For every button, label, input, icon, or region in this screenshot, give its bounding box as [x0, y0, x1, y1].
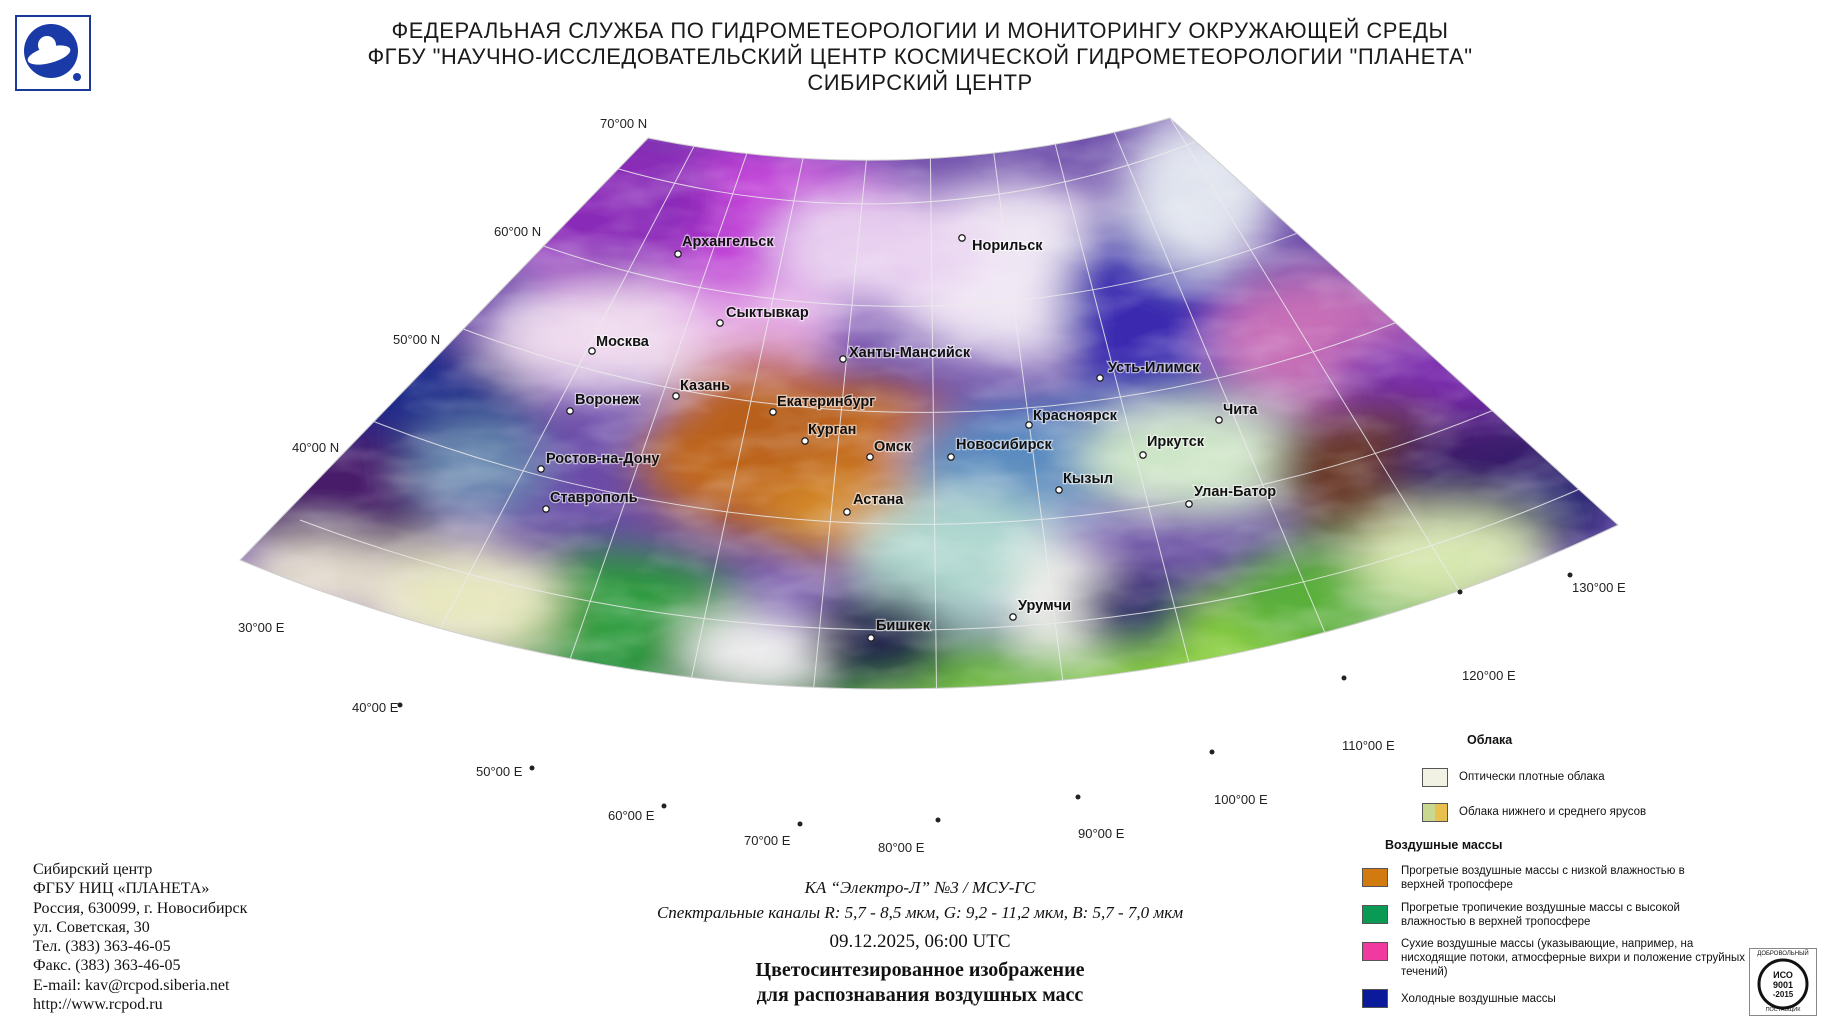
legend-label-cold: Холодные воздушные массы: [1401, 993, 1556, 1005]
city-kurgan: Курган: [808, 422, 856, 438]
legend-swatch-tropical-humid: [1362, 905, 1388, 924]
city-krasnoyarsk: Красноярск: [1033, 408, 1118, 424]
city-omsk: Омск: [874, 439, 912, 455]
lon-label-70: 70°00 E: [744, 833, 791, 848]
city-ust-ilimsk: Усть-Илимск: [1108, 360, 1200, 376]
certificate-line-1: ДОБРОВОЛЬНЫЙ: [1757, 951, 1809, 957]
city-irkutsk: Иркутск: [1147, 434, 1205, 450]
legend-swatch-dense-clouds: [1422, 768, 1448, 787]
satellite-name: КА “Электро-Л” №3 / МСУ-ГС: [804, 878, 1036, 897]
legend-label-tropical-humid: Прогретые тропичекие воздушные массы с в…: [1401, 902, 1680, 928]
contact-address1: Россия, 630099, г. Новосибирск: [33, 899, 248, 917]
contact-org2: ФГБУ НИЦ «ПЛАНЕТА»: [33, 880, 210, 898]
city-astana: Астана: [853, 492, 904, 508]
contact-email[interactable]: E-mail: kav@rcpod.siberia.net: [33, 976, 230, 994]
lat-label-40: 40°00 N: [292, 440, 339, 455]
legend-label-warm-dry: Прогретые воздушные массы с низкой влажн…: [1401, 865, 1685, 891]
city-syktyvkar: Сыктывкар: [726, 305, 809, 321]
legend-label-dry: Сухие воздушные массы (указывающие, напр…: [1401, 938, 1746, 978]
city-arkhangelsk: Архангельск: [682, 234, 774, 250]
city-kyzyl: Кызыл: [1063, 471, 1113, 487]
certificate-line-5: ПОСТАВЩИК: [1765, 1007, 1801, 1013]
city-bishkek: Бишкек: [876, 618, 931, 634]
city-rostov-na-donu: Ростов-на-Дону: [546, 451, 659, 467]
contact-address2: ул. Советская, 30: [33, 918, 150, 936]
lat-label-60: 60°00 N: [494, 224, 541, 239]
lon-label-130: 130°00 E: [1572, 580, 1626, 595]
image-title-1: Цветосинтезированное изображение: [755, 959, 1085, 981]
lon-tick-dots: [397, 572, 1573, 827]
lon-label-120: 120°00 E: [1462, 668, 1516, 683]
legend-swatch-dry: [1362, 942, 1388, 961]
city-voronezh: Воронеж: [575, 392, 640, 408]
satellite-datetime: 09.12.2025, 06:00 UTC: [829, 931, 1011, 952]
iso-certificate-stamp: ДОБРОВОЛЬНЫЙ ИСО 9001 -2015 ПОСТАВЩИК: [1749, 948, 1817, 1016]
certificate-line-3: 9001: [1772, 980, 1794, 990]
lat-label-50: 50°00 N: [393, 332, 440, 347]
lon-label-80: 80°00 E: [878, 840, 925, 855]
city-novosibirsk: Новосибирск: [956, 437, 1052, 453]
lon-label-40: 40°00 E: [352, 700, 399, 715]
city-kazan: Казань: [680, 378, 730, 394]
lat-label-70: 70°00 N: [600, 116, 647, 131]
legend-clouds-title: Облака: [1467, 733, 1513, 747]
satellite-channels: Спектральные каналы R: 5,7 - 8,5 мкм, G:…: [656, 903, 1184, 922]
city-moscow: Москва: [596, 334, 650, 350]
contact-org: Сибирский центр: [33, 861, 153, 878]
legend-swatch-low-mid-clouds: [1422, 803, 1448, 822]
lon-label-90: 90°00 E: [1078, 826, 1125, 841]
contact-fax: Факс. (383) 363-46-05: [33, 957, 181, 975]
image-title-2: для распознавания воздушных масс: [756, 984, 1084, 1006]
certificate-line-2: ИСО: [1773, 970, 1793, 980]
contact-url[interactable]: http://www.rcpod.ru: [33, 996, 163, 1014]
city-markers: [537, 234, 1223, 642]
legend-airmass-title: Воздушные массы: [1385, 838, 1503, 852]
legend-label-low-mid-clouds: Облака нижнего и среднего ярусов: [1459, 806, 1647, 818]
city-stavropol: Ставрополь: [550, 490, 638, 506]
lon-label-100: 100°00 E: [1214, 792, 1268, 807]
header-line-1: ФЕДЕРАЛЬНАЯ СЛУЖБА ПО ГИДРОМЕТЕОРОЛОГИИ …: [391, 18, 1449, 43]
lon-label-60: 60°00 E: [608, 808, 655, 823]
legend-swatch-warm-dry: [1362, 868, 1388, 887]
lon-label-110: 110°00 E: [1342, 738, 1395, 753]
contact-block: Сибирский центр ФГБУ НИЦ «ПЛАНЕТА» Росси…: [33, 860, 247, 1014]
lon-label-50: 50°00 E: [476, 764, 523, 779]
header-line-2: ФГБУ "НАУЧНО-ИССЛЕДОВАТЕЛЬСКИЙ ЦЕНТР КОС…: [367, 44, 1473, 69]
contact-phone: Тел. (383) 363-46-05: [33, 938, 171, 956]
logo: [15, 15, 91, 91]
certificate-line-4: -2015: [1772, 990, 1794, 999]
imagery: [240, 118, 1618, 689]
header-line-3: СИБИРСКИЙ ЦЕНТР: [807, 70, 1033, 95]
city-urumqi: Урумчи: [1018, 598, 1071, 614]
city-norilsk: Норильск: [972, 238, 1043, 254]
legend-label-dense-clouds: Оптически плотные облака: [1459, 771, 1605, 783]
lon-label-30: 30°00 E: [238, 620, 285, 635]
legend-swatch-cold: [1362, 989, 1388, 1008]
city-chita: Чита: [1223, 402, 1258, 418]
city-khanty-mansiysk: Ханты-Мансийск: [849, 345, 971, 361]
city-ulan-bator: Улан-Батор: [1194, 484, 1276, 500]
city-ekaterinburg: Екатеринбург: [777, 394, 875, 410]
